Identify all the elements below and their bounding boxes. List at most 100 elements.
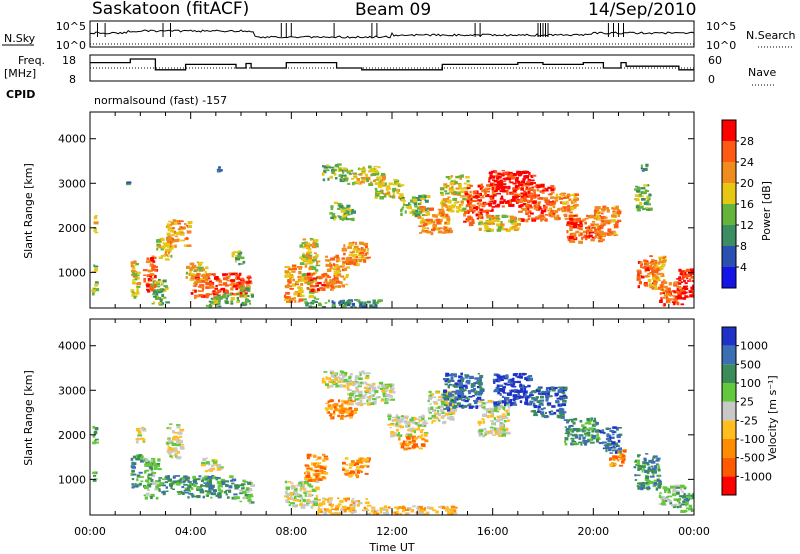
data-cell [473, 209, 476, 213]
data-cell [244, 292, 248, 295]
data-cell [583, 234, 587, 237]
data-cell [507, 185, 511, 190]
data-cell [457, 192, 461, 196]
data-cell [138, 471, 143, 474]
data-cell [239, 289, 244, 293]
data-cell [481, 402, 486, 405]
data-cell [149, 287, 153, 291]
data-cell [449, 188, 455, 192]
data-cell [291, 264, 297, 267]
data-cell [685, 501, 689, 505]
colorbar-tick-label: -100 [740, 433, 765, 446]
data-cell [584, 442, 588, 446]
data-cell [353, 411, 357, 414]
data-cell [183, 484, 188, 486]
data-cell [195, 276, 200, 280]
data-cell [369, 306, 375, 308]
data-cell [381, 175, 386, 180]
data-cell [291, 486, 296, 489]
data-cell [308, 259, 312, 263]
data-cell [177, 222, 182, 225]
data-cell [496, 204, 500, 206]
data-cell [234, 260, 237, 263]
data-cell [326, 268, 332, 272]
data-cell [295, 499, 300, 502]
data-cell [684, 509, 688, 513]
data-cell [400, 212, 403, 216]
data-cell [432, 396, 437, 398]
data-cell [150, 277, 154, 280]
data-cell [545, 399, 549, 402]
data-cell [199, 266, 204, 270]
data-cell [396, 416, 400, 419]
colorbar-frame [721, 326, 737, 496]
data-cell [168, 236, 173, 239]
data-cell [348, 416, 353, 419]
data-cell [529, 212, 534, 215]
data-cell [471, 218, 475, 222]
data-cell [357, 385, 362, 388]
data-cell [509, 176, 515, 180]
data-cell [242, 260, 246, 264]
data-cell [465, 396, 469, 399]
data-cell [691, 509, 694, 512]
data-cell [657, 464, 660, 468]
data-cell [219, 467, 224, 470]
data-cell [561, 392, 566, 394]
data-cell [419, 430, 423, 434]
data-cell [659, 492, 662, 495]
data-cell [137, 483, 140, 487]
data-cell [561, 403, 567, 407]
data-cell [216, 289, 221, 294]
data-cell [211, 467, 216, 471]
data-cell [220, 478, 225, 482]
data-cell [600, 226, 604, 230]
data-cell [581, 236, 584, 240]
data-cell [318, 303, 322, 307]
data-cell [209, 283, 214, 286]
data-cell [357, 173, 361, 176]
data-cell [561, 210, 567, 213]
data-cell [322, 459, 326, 462]
data-cell [146, 484, 152, 488]
data-cell [303, 487, 307, 490]
data-cell [458, 375, 463, 379]
data-cell [610, 219, 614, 223]
data-cell [444, 395, 450, 399]
data-cell [634, 479, 638, 481]
data-cell [153, 266, 158, 268]
data-cell [349, 470, 354, 474]
data-cell [303, 279, 308, 282]
data-cell [325, 383, 329, 386]
data-cell [410, 427, 415, 430]
data-cell [586, 227, 589, 231]
data-cell [328, 510, 332, 514]
data-cell [408, 202, 411, 205]
data-cell [308, 254, 313, 257]
data-cell [373, 165, 378, 168]
data-cell [153, 283, 158, 287]
data-cell [551, 386, 555, 389]
data-cell [293, 297, 297, 300]
data-cell [314, 243, 318, 246]
data-cell [642, 466, 646, 471]
data-cell [306, 246, 309, 249]
data-cell [661, 263, 666, 266]
data-cell [662, 292, 666, 295]
data-cell [463, 220, 467, 223]
data-cell [331, 267, 336, 270]
data-cell [402, 509, 405, 513]
data-cell [427, 417, 433, 420]
data-cell [317, 508, 322, 512]
data-cell [566, 200, 569, 203]
data-cell [463, 213, 467, 217]
data-cell [640, 187, 646, 190]
data-cell [575, 220, 580, 223]
data-cell [594, 223, 599, 226]
data-cell [551, 202, 556, 205]
data-cell [636, 207, 641, 212]
data-cell [535, 194, 538, 198]
data-cell [211, 475, 216, 480]
data-cell [622, 449, 627, 453]
data-cell [474, 195, 479, 198]
